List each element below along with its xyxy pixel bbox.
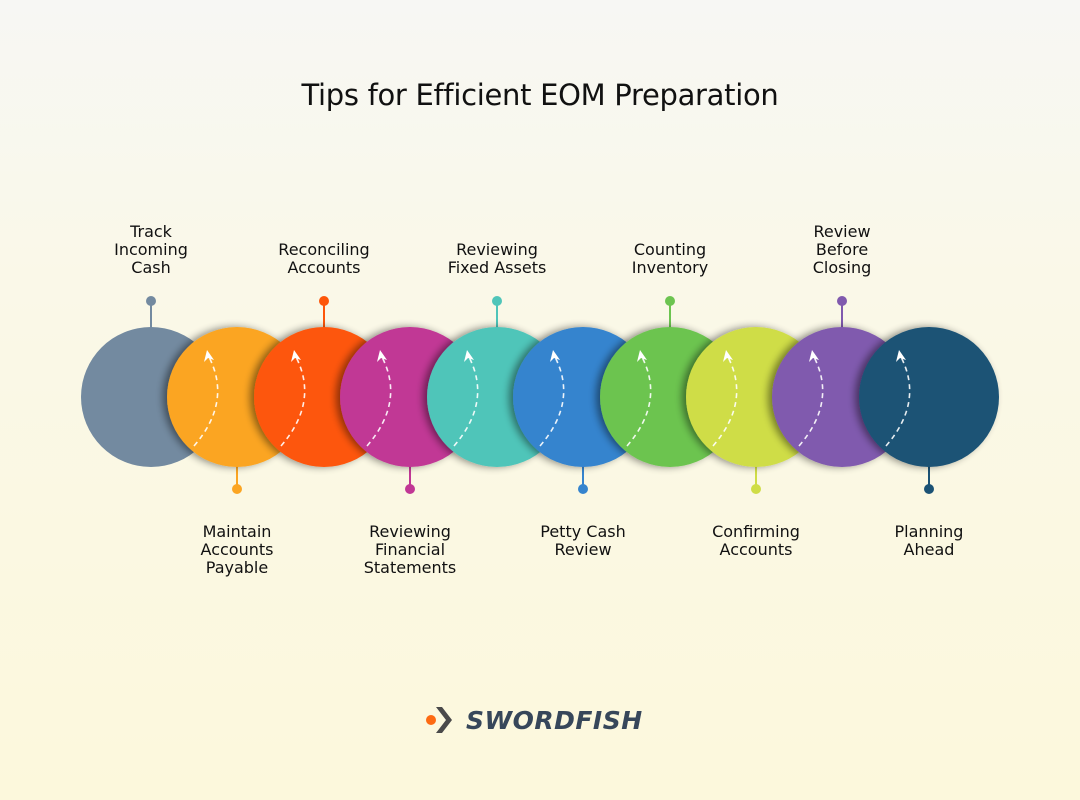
step-label-line: Reconciling (278, 240, 370, 259)
connector-dot (837, 296, 847, 306)
step-label-line: Planning (894, 522, 964, 541)
step-label-line: Track (130, 222, 172, 241)
arrowhead-icon (723, 350, 733, 362)
dashed-arrow-icon (193, 356, 219, 447)
logo-text: SWORDFISH (466, 705, 643, 735)
step-label-line: Ahead (903, 540, 955, 559)
step-label-line: Petty Cash (540, 522, 626, 541)
step-label-line: Review (813, 222, 871, 241)
arrowhead-icon (896, 350, 906, 362)
step-circle-10 (859, 327, 999, 467)
connector-dot (405, 484, 415, 494)
step-label-line: Accounts (287, 258, 361, 277)
arrowhead-icon (550, 350, 560, 362)
step-label-line: Fixed Assets (447, 258, 547, 277)
step-label-line: Incoming (114, 240, 188, 259)
step-label-1: Track Incoming Cash (66, 223, 236, 277)
step-label-line: Cash (131, 258, 171, 277)
connector-dot (751, 484, 761, 494)
step-label-7: Counting Inventory (585, 241, 755, 277)
connector-dot (232, 484, 242, 494)
page-title: Tips for Efficient EOM Preparation (301, 78, 779, 112)
arrowhead-icon (204, 350, 214, 362)
dashed-arrow-icon (280, 356, 306, 447)
connector-dot (319, 296, 329, 306)
step-label-line: Counting (633, 240, 707, 259)
connector-dot (924, 484, 934, 494)
arrowhead-icon (377, 350, 387, 362)
connector-dot (492, 296, 502, 306)
step-label-line: Reviewing (456, 240, 538, 259)
dashed-arrow-icon (885, 356, 911, 447)
dashed-arrow-icon (712, 356, 738, 447)
step-label-line: Payable (205, 558, 269, 577)
step-label-3: Reconciling Accounts (239, 241, 409, 277)
arrowhead-icon (809, 350, 819, 362)
step-label-line: Review (554, 540, 612, 559)
dashed-arrow-icon (798, 356, 824, 447)
connector-dot (665, 296, 675, 306)
step-label-line: Statements (363, 558, 457, 577)
connector-dot (146, 296, 156, 306)
step-label-line: Closing (812, 258, 872, 277)
dashed-arrow-icon (366, 356, 392, 447)
step-label-line: Accounts (200, 540, 274, 559)
step-label-6: Petty Cash Review (498, 523, 668, 559)
dashed-arrow-icon (453, 356, 479, 447)
step-label-2: Maintain Accounts Payable (152, 523, 322, 577)
step-label-9: Review Before Closing (757, 223, 927, 277)
step-label-5: Reviewing Fixed Assets (412, 241, 582, 277)
swordfish-chevron-icon (426, 707, 452, 733)
dashed-arrow-icon (539, 356, 565, 447)
step-label-line: Before (815, 240, 869, 259)
step-label-line: Accounts (719, 540, 793, 559)
step-label-line: Inventory (631, 258, 709, 277)
swordfish-logo: SWORDFISH (424, 700, 643, 740)
step-label-line: Confirming (712, 522, 800, 541)
step-label-line: Reviewing (369, 522, 451, 541)
step-label-4: Reviewing Financial Statements (325, 523, 495, 577)
step-label-line: Financial (374, 540, 446, 559)
arrowhead-icon (637, 350, 647, 362)
step-label-line: Maintain (202, 522, 272, 541)
arrowhead-icon (291, 350, 301, 362)
step-label-8: Confirming Accounts (671, 523, 841, 559)
arrowhead-icon (464, 350, 474, 362)
connector-dot (578, 484, 588, 494)
dashed-arrow-icon (626, 356, 652, 447)
step-label-10: Planning Ahead (844, 523, 1014, 559)
